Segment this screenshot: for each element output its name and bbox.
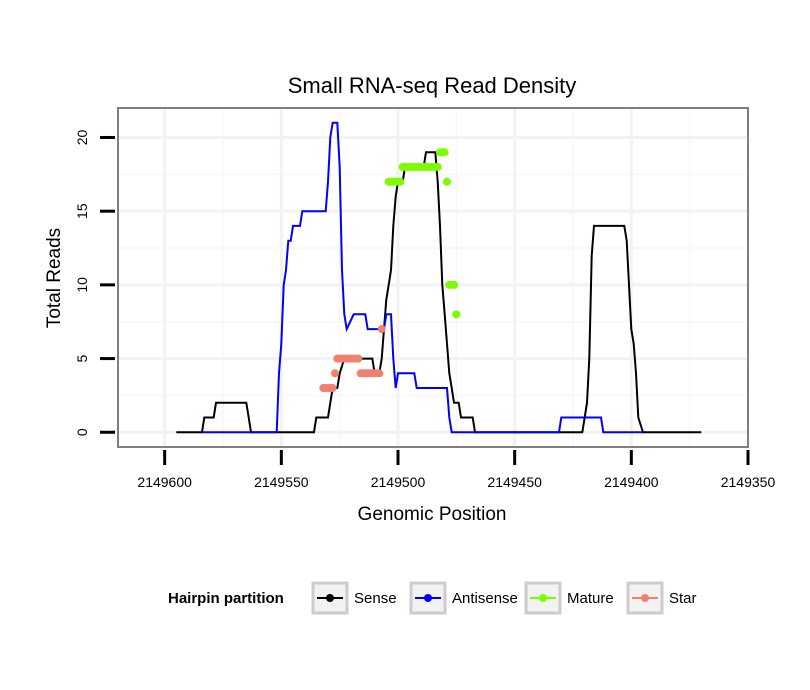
series-point-mature — [433, 162, 442, 171]
panel-border — [117, 107, 749, 448]
x-tick-label: 2149550 — [254, 474, 309, 490]
legend-key-point-mature — [539, 594, 547, 602]
y-axis-title: Total Reads — [44, 228, 65, 328]
series-point-mature — [450, 280, 458, 289]
series-point-mature — [396, 177, 405, 186]
series-point-star — [377, 325, 386, 334]
x-tick-label: 2149600 — [137, 474, 192, 490]
legend-label-antisense: Antisense — [452, 590, 518, 607]
x-tick-label: 2149450 — [487, 474, 542, 490]
legend-key-point-sense — [326, 594, 334, 602]
y-tick-label: 5 — [74, 354, 90, 362]
legend-key-point-antisense — [424, 594, 432, 602]
legend-label-star: Star — [669, 590, 697, 607]
y-tick-label: 20 — [74, 129, 90, 145]
series-point-mature — [440, 148, 449, 157]
series-point-mature — [452, 310, 461, 319]
series-point-star — [328, 384, 337, 393]
series-point-star — [331, 369, 339, 378]
series-point-star — [354, 354, 363, 363]
series-line-antisense — [202, 121, 643, 434]
legend-title: Hairpin partition — [168, 590, 284, 607]
series-point-mature — [443, 177, 451, 186]
y-tick-label: 0 — [74, 428, 90, 436]
series-line-sense — [176, 151, 702, 434]
plot-panel: 2149600 2149550 2149500 2149450 2149400 21493… — [74, 107, 776, 490]
legend-label-sense: Sense — [354, 590, 397, 607]
y-tick-label: 10 — [74, 277, 90, 293]
x-axis-title: Genomic Position — [358, 504, 507, 525]
series-point-star — [375, 369, 384, 378]
chart-title: Small RNA-seq Read Density — [288, 73, 577, 98]
y-tick-label: 15 — [74, 203, 90, 219]
x-tick-label: 2149400 — [604, 474, 659, 490]
legend-key-point-star — [641, 594, 649, 602]
x-tick-label: 2149350 — [721, 474, 776, 490]
legend-label-mature: Mature — [567, 590, 614, 607]
x-tick-label: 2149500 — [371, 474, 426, 490]
legend: Hairpin partition Sense Antisense Mature St… — [168, 581, 697, 615]
